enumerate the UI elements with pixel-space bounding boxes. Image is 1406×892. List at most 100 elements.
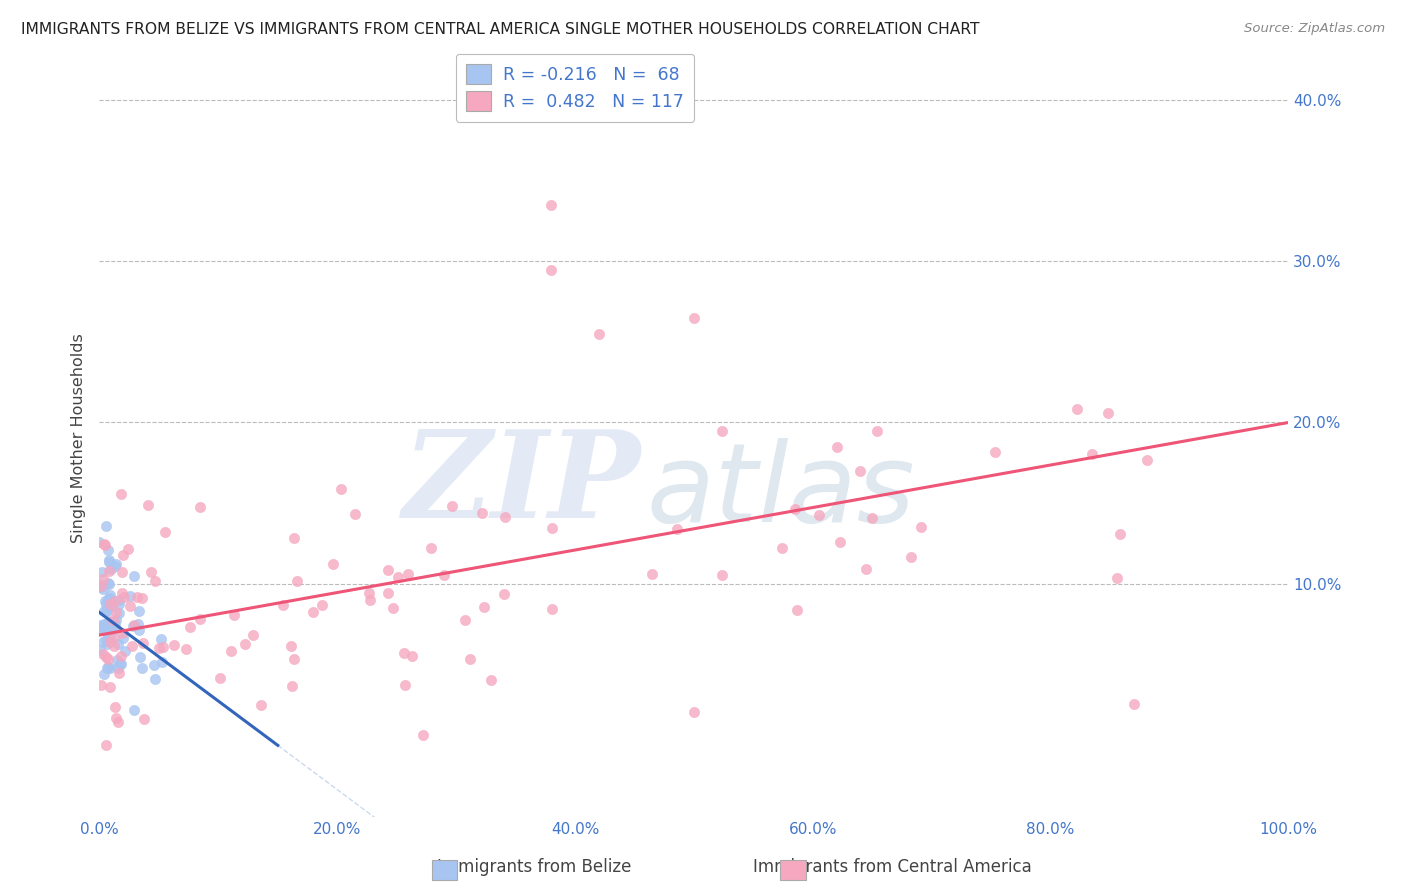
Point [494, 510, 516, 524]
Point [96, 623, 118, 637]
Point [174, 641, 197, 656]
Point [111, 626, 134, 640]
Point [433, 568, 456, 582]
Point [153, 524, 176, 539]
Point [188, 500, 211, 515]
Point [121, 639, 143, 653]
Point [91, 572, 114, 586]
Point [94, 624, 117, 639]
Point [97, 592, 120, 607]
Point [101, 632, 124, 646]
Point [105, 613, 128, 627]
Point [93, 616, 115, 631]
Point [132, 713, 155, 727]
Point [89, 535, 111, 549]
Point [1081, 447, 1104, 461]
Point [396, 567, 419, 582]
Point [283, 531, 305, 545]
Point [683, 706, 706, 720]
Point [110, 657, 132, 672]
Point [479, 673, 502, 687]
Point [785, 501, 807, 516]
Point [541, 520, 564, 534]
Point [830, 535, 852, 549]
Point [97, 565, 120, 579]
Point [139, 565, 162, 579]
Legend: R = -0.216   N =  68, R =  0.482   N = 117: R = -0.216 N = 68, R = 0.482 N = 117 [456, 54, 695, 121]
Point [104, 593, 127, 607]
Point [94, 604, 117, 618]
Point [145, 672, 167, 686]
Point [322, 557, 344, 571]
Point [118, 599, 141, 613]
Point [104, 557, 127, 571]
Point [93, 537, 115, 551]
Point [219, 644, 242, 658]
Point [666, 522, 689, 536]
Point [108, 606, 131, 620]
Point [377, 586, 399, 600]
Point [122, 703, 145, 717]
Point [454, 613, 477, 627]
Point [860, 510, 883, 524]
Point [128, 604, 150, 618]
Point [1066, 402, 1088, 417]
Point [128, 624, 150, 638]
Point [271, 598, 294, 612]
Point [91, 565, 114, 579]
Point [357, 586, 380, 600]
Point [90, 579, 112, 593]
Point [107, 597, 129, 611]
Point [179, 620, 201, 634]
Point [129, 650, 152, 665]
Point [98, 591, 121, 606]
Point [152, 640, 174, 655]
Point [710, 424, 733, 438]
Point [103, 640, 125, 654]
Point [94, 519, 117, 533]
Point [387, 569, 409, 583]
Point [110, 656, 132, 670]
Point [540, 262, 562, 277]
Point [117, 541, 139, 556]
Point [441, 499, 464, 513]
Point [472, 599, 495, 614]
Point [105, 653, 128, 667]
Point [90, 622, 112, 636]
Point [94, 738, 117, 752]
Point [96, 604, 118, 618]
Point [132, 636, 155, 650]
Point [233, 637, 256, 651]
Point [127, 617, 149, 632]
Point [97, 615, 120, 630]
Point [97, 651, 120, 665]
Text: atlas: atlas [647, 438, 915, 545]
Point [108, 593, 131, 607]
Point [103, 615, 125, 630]
Point [100, 599, 122, 613]
Point [110, 486, 132, 500]
Point [866, 424, 889, 438]
Point [242, 628, 264, 642]
Point [807, 508, 830, 522]
Point [89, 617, 111, 632]
Point [89, 576, 111, 591]
Point [222, 608, 245, 623]
Point [458, 652, 481, 666]
Point [142, 658, 165, 673]
Point [107, 666, 129, 681]
Point [101, 623, 124, 637]
Point [770, 541, 793, 555]
Point [107, 661, 129, 675]
Point [91, 635, 114, 649]
Point [122, 569, 145, 583]
Point [311, 598, 333, 612]
Point [97, 542, 120, 557]
Point [98, 680, 121, 694]
Point [104, 605, 127, 619]
Point [392, 646, 415, 660]
Point [90, 580, 112, 594]
Point [100, 562, 122, 576]
Point [97, 659, 120, 673]
Point [103, 613, 125, 627]
